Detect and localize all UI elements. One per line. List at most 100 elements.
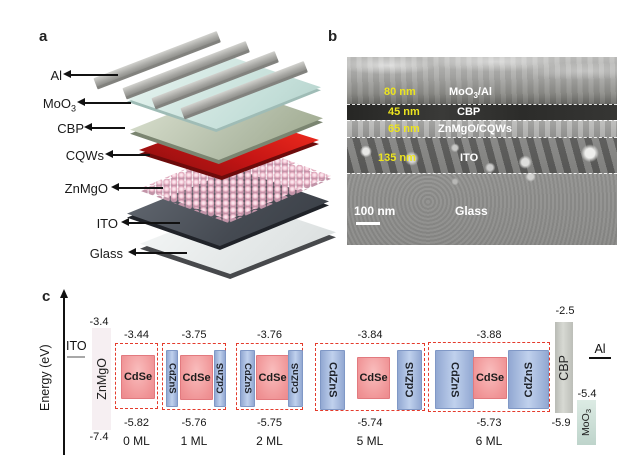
sem-layer-moo3-al — [347, 57, 617, 104]
panel-a-label: a — [39, 28, 48, 45]
cdse-core-label: CdSe — [123, 371, 153, 383]
sem-layer-znmgo-cqws — [347, 120, 617, 137]
cbp-band-bar: CBP — [555, 322, 573, 413]
layer-label-glass: Glass — [60, 246, 123, 264]
arrow-al — [63, 70, 118, 79]
znmgo-bar-label: ZnMgO — [94, 358, 109, 400]
arrowhead-icon — [105, 150, 113, 159]
layer-label-ito: ITO — [60, 216, 118, 234]
moo3-bar-label-pre: MoO — [579, 413, 592, 436]
cdse-core-label: CdSe — [182, 371, 211, 384]
layer-label-moo3: MoO3 — [20, 96, 76, 114]
ito-level-line — [67, 356, 85, 358]
cbp-top-level: -2.5 — [555, 305, 575, 317]
cdse-core: CdSe — [180, 355, 213, 400]
sem-label-cbp-pre: CBP — [457, 106, 481, 118]
cdzns-shell-label: CdZnS — [326, 362, 339, 398]
sem-image: 80 nm MoO3/Al 45 nm CBP 65 nm ZnMgO/CQWs… — [347, 57, 617, 245]
thickness-cbp: 45 nm — [388, 106, 420, 118]
layer-label-znmgo: ZnMgO — [40, 181, 108, 199]
cdzns-shell-label: CdZnS — [214, 363, 226, 394]
layer-label-cbp-text: CBP — [57, 121, 84, 136]
sem-layer-ito — [347, 137, 617, 173]
znmgo-bottom-level: -7.4 — [89, 431, 109, 443]
cbp-bar-label: CBP — [557, 354, 571, 381]
layer-label-cqws: CQWs — [40, 148, 104, 166]
monolayer-label: 0 ML — [123, 434, 150, 448]
al-level-label: Al — [594, 342, 606, 356]
thickness-znmgo-cqws: 65 nm — [388, 123, 420, 135]
cdzns-shell-label: CdZnS — [166, 363, 178, 394]
cdse-core: CdSe — [256, 355, 289, 400]
axis-arrowhead-icon — [59, 289, 68, 298]
sem-layer-cbp — [347, 104, 617, 120]
cdse-core-label: CdSe — [258, 371, 287, 384]
arrowhead-icon — [128, 248, 136, 257]
cdzns-shell-label: CdZnS — [403, 362, 416, 398]
cdzns-shell-label: CdZnS — [242, 363, 253, 394]
cqw-bottom-level: -5.76 — [181, 417, 207, 429]
sem-label-moo3-al: MoO3/Al — [449, 86, 492, 100]
cqw-top-level: -3.75 — [181, 329, 207, 341]
sem-boundary-line — [347, 120, 617, 121]
cqw-top-level: -3.44 — [123, 329, 150, 341]
cdse-core: CdSe — [357, 357, 390, 399]
layer-label-glass-text: Glass — [89, 246, 123, 261]
layer-label-al: Al — [20, 68, 62, 86]
cdzns-shell-left: CdZnS — [435, 350, 474, 409]
arrow-glass — [128, 248, 187, 257]
moo3-bar-label: MoO3 — [580, 409, 593, 436]
arrowhead-icon — [121, 218, 129, 227]
cqw-bottom-level: -5.75 — [256, 417, 283, 429]
layer-label-moo3-text: MoO — [42, 96, 71, 111]
monolayer-label: 2 ML — [256, 434, 283, 448]
moo3-band-bar: MoO3 — [577, 400, 596, 445]
moo3-bar-label-sub: 3 — [584, 409, 594, 414]
cqw-box-0ml: CdSe — [115, 343, 158, 409]
thickness-moo3-al: 80 nm — [384, 86, 416, 98]
znmgo-band-bar: ZnMgO — [92, 328, 111, 430]
cqw-bottom-level: -5.82 — [123, 417, 150, 429]
sem-boundary-line — [347, 104, 617, 105]
ito-level-label: ITO — [66, 339, 87, 353]
cdse-core: CdSe — [121, 355, 155, 399]
sem-label-ito-pre: ITO — [460, 152, 479, 164]
monolayer-label: 5 ML — [356, 434, 384, 448]
sem-label-moo3-al-post: /Al — [477, 86, 492, 98]
cqw-top-level: -3.76 — [256, 329, 283, 341]
cqw-box-6ml: CdZnS CdSe CdZnS — [428, 342, 550, 412]
panel-c-label: c — [42, 288, 51, 305]
panel-b-label: b — [328, 28, 338, 45]
scale-bar — [356, 222, 380, 225]
arrowhead-icon — [63, 70, 71, 79]
layer-label-al-text: Al — [50, 68, 62, 83]
cdzns-shell-label: CdZnS — [448, 361, 461, 398]
cdzns-shell-label: CdZnS — [290, 363, 301, 394]
sem-boundary-line — [347, 173, 617, 174]
moo3-top-level: -5.4 — [577, 388, 597, 400]
arrow-ito — [121, 218, 180, 227]
arrowhead-icon — [84, 123, 92, 132]
sem-label-cbp: CBP — [457, 106, 480, 118]
layer-label-cqws-text: CQWs — [65, 148, 104, 163]
layer-label-moo3-sub: 3 — [70, 103, 76, 114]
sem-label-ito: ITO — [460, 152, 478, 164]
cqw-box-2ml: CdZnS CdSe CdZnS — [236, 343, 303, 410]
scale-bar-label: 100 nm — [354, 204, 396, 218]
energy-axis-label: Energy (eV) — [38, 344, 52, 411]
layer-label-ito-text: ITO — [96, 216, 118, 231]
thickness-ito: 135 nm — [378, 152, 416, 164]
znmgo-top-level: -3.4 — [89, 316, 109, 328]
sem-boundary-line — [347, 137, 617, 138]
cdzns-shell-label: CdZnS — [522, 361, 535, 398]
cqw-top-level: -3.88 — [476, 329, 502, 341]
cdzns-shell-left: CdZnS — [320, 350, 345, 410]
cdzns-shell-right: CdZnS — [508, 350, 549, 409]
monolayer-label: 1 ML — [180, 434, 208, 448]
cqw-top-level: -3.84 — [357, 329, 383, 341]
arrow-cqws — [105, 150, 150, 159]
al-level-line — [589, 357, 611, 359]
cdzns-shell-left: CdZnS — [240, 350, 255, 407]
cdzns-shell-left: CdZnS — [166, 350, 178, 407]
sem-label-znmgo-cqws: ZnMgO/CQWs — [438, 123, 512, 135]
